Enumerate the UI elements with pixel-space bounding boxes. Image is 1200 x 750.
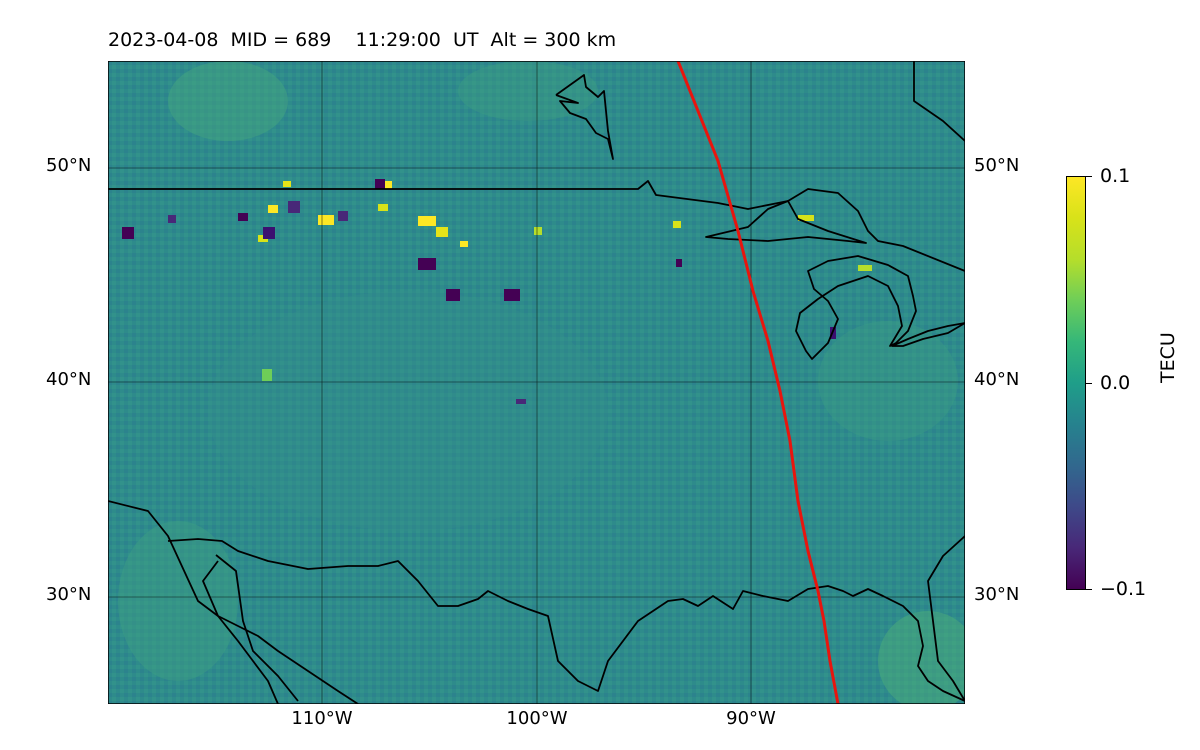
coastlines-and-borders (108, 61, 965, 704)
lat-label-50n-left: 50°N (46, 155, 92, 176)
colorbar-tick-mid (1086, 383, 1092, 384)
lon-label-100w: 100°W (506, 708, 568, 729)
lat-label-50n-right: 50°N (974, 155, 1020, 176)
terminator-line (676, 61, 840, 704)
map-title: 2023-04-08 MID = 689 11:29:00 UT Alt = 3… (108, 29, 617, 51)
colorbar-label-min: −0.1 (1100, 578, 1147, 600)
gridlines (108, 61, 965, 704)
lat-label-30n-right: 30°N (974, 584, 1020, 605)
colorbar-title: TECU (1157, 332, 1179, 383)
lon-label-90w: 90°W (726, 708, 776, 729)
tec-map (108, 61, 965, 704)
colorbar-label-zero: 0.0 (1100, 372, 1131, 394)
colorbar-tick-top (1086, 176, 1092, 177)
lat-label-40n-left: 40°N (46, 369, 92, 390)
colorbar-tick-bottom (1086, 589, 1092, 590)
lat-label-40n-right: 40°N (974, 369, 1020, 390)
lat-label-30n-left: 30°N (46, 584, 92, 605)
lon-label-110w: 110°W (291, 708, 353, 729)
colorbar-label-max: 0.1 (1100, 165, 1131, 187)
colorbar (1066, 176, 1086, 590)
tec-anomaly-cluster (122, 179, 872, 404)
